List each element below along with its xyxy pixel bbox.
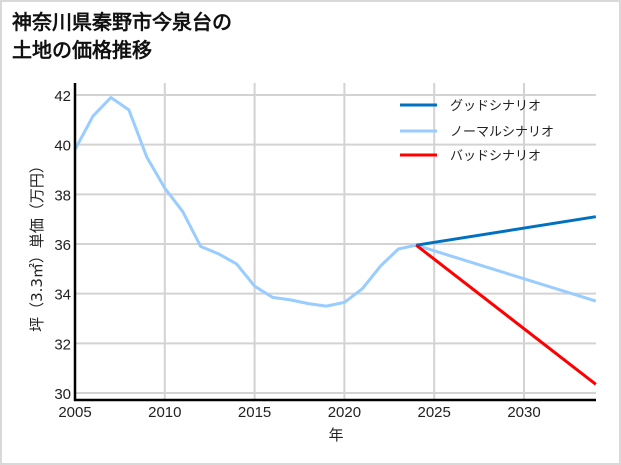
x-tick-labels: 2005 2010 2015 2020 2025 2030 bbox=[58, 404, 540, 421]
x-tick-label: 2010 bbox=[148, 404, 181, 421]
y-tick-label: 34 bbox=[54, 287, 71, 304]
legend-label: バッドシナリオ bbox=[450, 149, 541, 164]
x-axis-label: 年 bbox=[328, 426, 343, 444]
y-tick-label: 40 bbox=[54, 138, 71, 155]
series-lines bbox=[73, 96, 597, 386]
series-line bbox=[415, 244, 597, 386]
legend-label: ノーマルシナリオ bbox=[450, 125, 554, 140]
chart-title: 神奈川県秦野市今泉台の 土地の価格推移 bbox=[12, 8, 232, 64]
x-tick-label: 2005 bbox=[58, 404, 91, 421]
x-tick-label: 2020 bbox=[328, 404, 361, 421]
x-tick-label: 2015 bbox=[238, 404, 271, 421]
y-tick-label: 38 bbox=[54, 187, 71, 204]
series-line bbox=[415, 215, 597, 247]
x-tick-label: 2025 bbox=[418, 404, 451, 421]
chart-title-line-1: 神奈川県秦野市今泉台の bbox=[12, 10, 232, 34]
axes bbox=[73, 83, 596, 402]
chart-title-line-2: 土地の価格推移 bbox=[12, 38, 152, 62]
y-tick-label: 36 bbox=[54, 237, 71, 254]
y-tick-label: 30 bbox=[54, 386, 71, 403]
legend-label: グッドシナリオ bbox=[450, 99, 541, 114]
y-tick-label: 32 bbox=[54, 336, 71, 353]
y-tick-labels: 30 32 34 36 38 40 42 bbox=[54, 88, 71, 403]
x-tick-label: 2030 bbox=[507, 404, 540, 421]
y-axis-label: 坪（3.3㎡）単価（万円） bbox=[28, 158, 46, 332]
series-line bbox=[73, 96, 597, 308]
y-tick-label: 42 bbox=[54, 88, 71, 105]
